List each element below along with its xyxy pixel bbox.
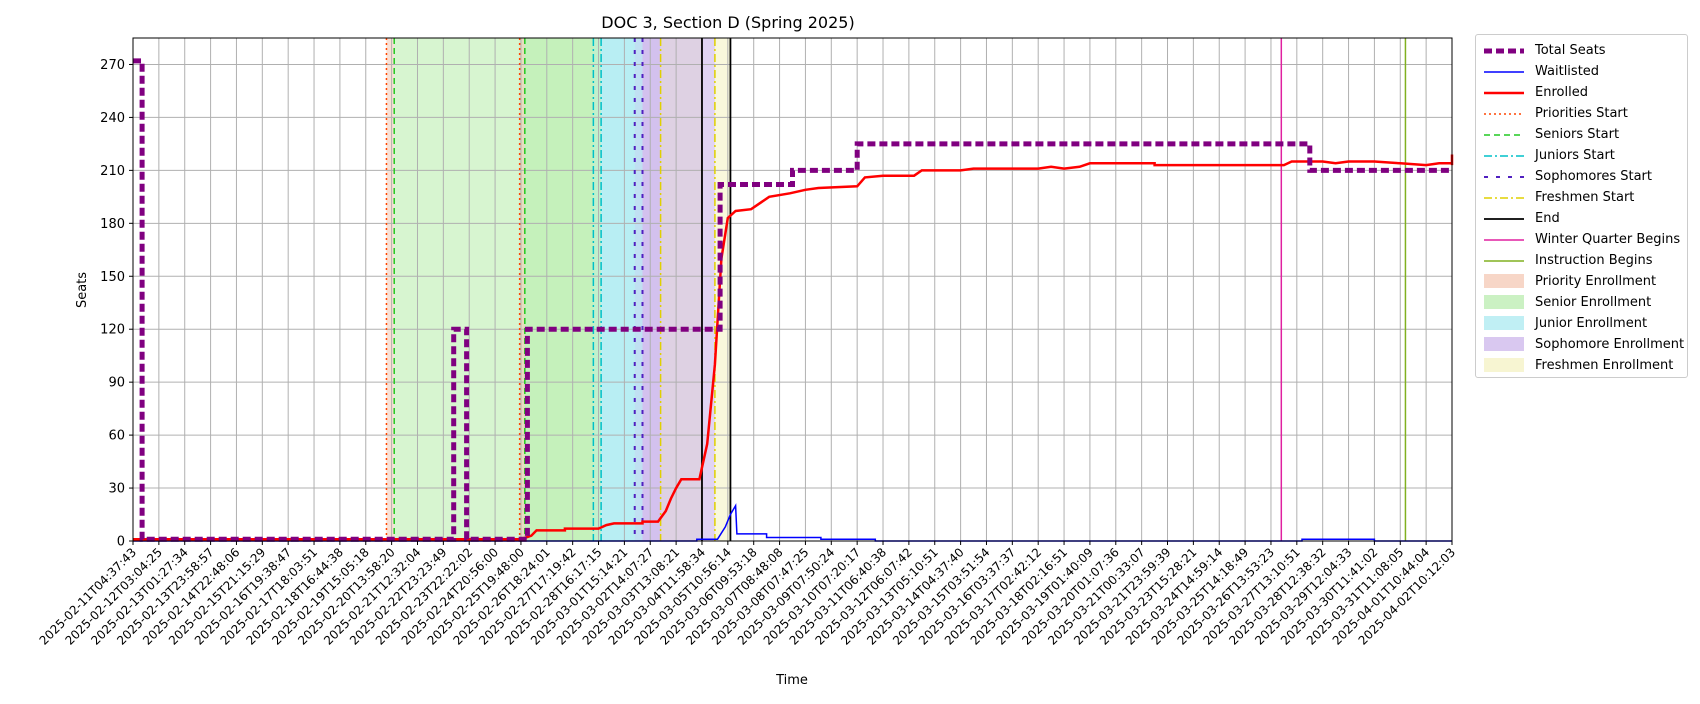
legend-swatch (1484, 127, 1524, 141)
legend-swatch (1484, 316, 1524, 330)
legend-item-seniors-start: Seniors Start (1484, 124, 1619, 144)
axes (132, 37, 1453, 542)
chart-title: DOC 3, Section D (Spring 2025) (601, 13, 854, 32)
y-tick-label: 150 (100, 270, 125, 285)
phase-lines (385, 38, 1407, 541)
legend-swatch (1484, 274, 1524, 288)
legend-label: Priority Enrollment (1535, 273, 1657, 289)
series-line-total-seats (133, 58, 1452, 542)
legend-swatch (1484, 85, 1524, 99)
legend-swatch (1484, 64, 1524, 78)
legend-swatch (1484, 43, 1524, 57)
y-axis-label: Seats (75, 272, 90, 308)
legend-label: Freshmen Enrollment (1535, 357, 1674, 373)
legend-label: Junior Enrollment (1535, 315, 1648, 331)
phase-bands (386, 38, 731, 541)
y-tick-label: 90 (108, 376, 125, 391)
x-axis-label: Time (775, 673, 808, 688)
legend-label: Enrolled (1535, 84, 1588, 100)
series-line-waitlisted (133, 503, 1452, 542)
legend-item-instruction-begins: Instruction Begins (1484, 250, 1653, 270)
legend-swatch (1484, 190, 1524, 204)
series-lines (133, 58, 1454, 542)
legend-swatch (1484, 358, 1524, 372)
y-tick-label: 30 (108, 482, 125, 497)
legend-item-end: End (1484, 208, 1560, 228)
legend-swatch (1484, 232, 1524, 246)
phase-band-sophomore-enrollment-1 (642, 38, 715, 541)
legend-swatch (1484, 253, 1524, 267)
plot-frame (132, 37, 1453, 542)
legend-label: Sophomores Start (1535, 168, 1652, 184)
legend-swatch (1484, 337, 1524, 351)
legend-swatch (1484, 295, 1524, 309)
legend-label: Seniors Start (1535, 126, 1620, 142)
y-tick-label: 180 (100, 217, 125, 232)
legend-item-juniors-start: Juniors Start (1484, 145, 1615, 165)
legend-item-sophomores-start: Sophomores Start (1484, 166, 1652, 186)
legend-item-freshmen-start: Freshmen Start (1484, 187, 1634, 207)
series-line-enrolled (133, 154, 1454, 541)
y-tick-label: 240 (100, 111, 125, 126)
legend-item-senior-enrollment: Senior Enrollment (1484, 292, 1651, 312)
legend: Total Seats Waitlisted Enrolled Priorities … (1475, 34, 1688, 378)
y-tick-label: 0 (117, 535, 125, 550)
phase-band-priority-enrollment-1 (519, 38, 525, 541)
legend-label: Juniors Start (1535, 147, 1615, 163)
legend-label: Waitlisted (1535, 63, 1600, 79)
legend-label: Senior Enrollment (1535, 294, 1652, 310)
tick-labels: 03060901201501802102402702025-02-11T04:3… (37, 58, 1459, 648)
legend-item-sophomore-enrollment: Sophomore Enrollment (1484, 334, 1684, 354)
phase-band-senior-enrollment-1 (524, 38, 602, 541)
y-tick-label: 60 (108, 429, 125, 444)
legend-label: Freshmen Start (1535, 189, 1635, 205)
legend-swatch (1484, 106, 1524, 120)
phase-band-priority-enrollment-0 (386, 38, 395, 541)
legend-label: Total Seats (1535, 42, 1606, 58)
grid (132, 38, 1453, 542)
phase-band-junior-enrollment-1 (601, 38, 643, 541)
legend-label: Sophomore Enrollment (1535, 336, 1685, 352)
legend-item-junior-enrollment: Junior Enrollment (1484, 313, 1647, 333)
y-tick-label: 120 (100, 323, 125, 338)
legend-swatch (1484, 148, 1524, 162)
phase-band-freshmen-enrollment-1 (714, 38, 731, 541)
legend-swatch (1484, 211, 1524, 225)
legend-label: Priorities Start (1535, 105, 1628, 121)
legend-swatch (1484, 169, 1524, 183)
legend-item-waitlisted: Waitlisted (1484, 61, 1599, 81)
legend-item-freshmen-enrollment: Freshmen Enrollment (1484, 355, 1673, 375)
legend-item-priority-enrollment: Priority Enrollment (1484, 271, 1656, 291)
y-tick-label: 270 (100, 58, 125, 73)
legend-item-enrolled: Enrolled (1484, 82, 1588, 102)
legend-label: End (1535, 210, 1560, 226)
legend-label: Instruction Begins (1535, 252, 1653, 268)
legend-item-priorities-start: Priorities Start (1484, 103, 1628, 123)
legend-item-winter-quarter-begins: Winter Quarter Begins (1484, 229, 1680, 249)
legend-item-total-seats: Total Seats (1484, 40, 1606, 60)
y-tick-label: 210 (100, 164, 125, 179)
legend-label: Winter Quarter Begins (1535, 231, 1681, 247)
